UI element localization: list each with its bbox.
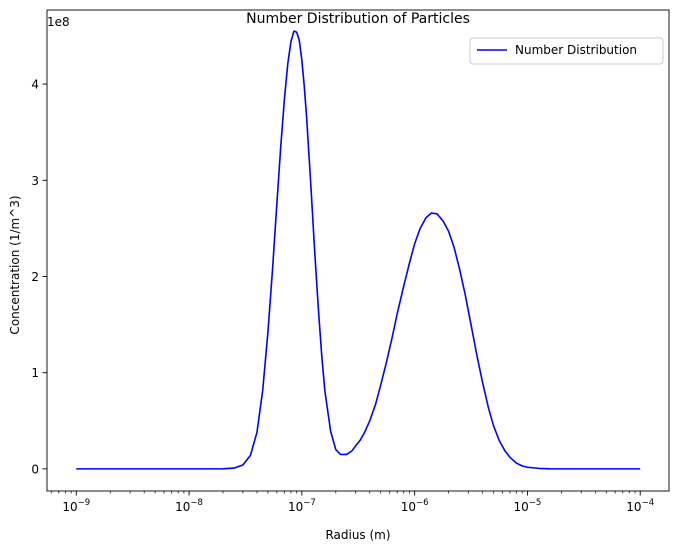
x-tick-label-2: 10−7 <box>288 498 316 514</box>
y-tick-label-2: 2 <box>31 270 39 284</box>
y-tick-label-1: 1 <box>31 366 39 380</box>
legend-label: Number Distribution <box>515 43 637 57</box>
x-tick-label-1: 10−8 <box>175 498 203 514</box>
y-tick-label-4: 4 <box>31 78 39 92</box>
x-tick-label-0: 10−9 <box>62 498 90 514</box>
x-axis-label: Radius (m) <box>325 528 390 542</box>
x-tick-label-5: 10−4 <box>626 498 654 514</box>
legend: Number Distribution <box>469 37 664 65</box>
y-tick-label-0: 0 <box>31 462 39 476</box>
y-tick-label-3: 3 <box>31 174 39 188</box>
x-tick-label-4: 10−5 <box>514 498 542 514</box>
series-line-0 <box>76 30 641 470</box>
plot-area: 10−9 10−8 10−7 10−6 10−5 10−4 0 1 2 3 4 <box>31 9 670 514</box>
legend-frame <box>469 37 664 65</box>
y-offset-label: 1e8 <box>47 15 70 29</box>
y-axis-label: Concentration (1/m^3) <box>8 195 22 334</box>
chart-title: Number Distribution of Particles <box>246 11 470 27</box>
axes-frame <box>46 9 670 492</box>
x-tick-label-3: 10−6 <box>401 498 429 514</box>
